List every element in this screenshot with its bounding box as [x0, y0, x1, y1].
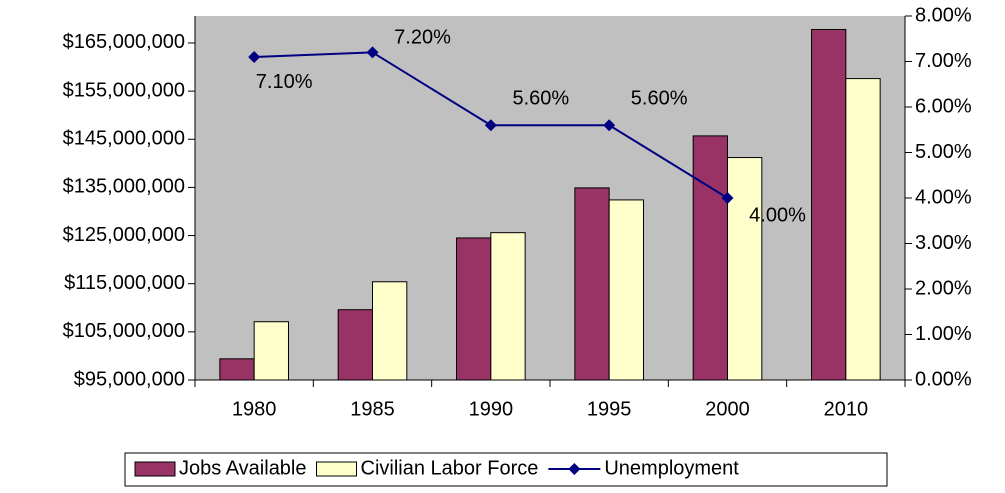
x-tick-label: 2010 [824, 398, 869, 420]
x-tick-label: 1990 [469, 398, 514, 420]
bar [253, 321, 289, 381]
data-label: 5.60% [631, 87, 688, 109]
y2-tick-label: 8.00% [915, 4, 972, 26]
y-tick-label: $155,000,000 [63, 79, 185, 101]
y2-tick-label: 1.00% [915, 323, 972, 345]
legend-box [124, 452, 888, 487]
data-label: 7.10% [256, 71, 313, 93]
legend-marker [568, 463, 581, 475]
marker [484, 119, 497, 132]
data-label: 7.20% [394, 27, 451, 49]
y-tick-label: $165,000,000 [63, 31, 185, 53]
legend-label: Unemployment [604, 457, 739, 479]
marker [248, 50, 261, 63]
legend-swatch [316, 461, 357, 477]
x-tick-label: 1980 [232, 398, 277, 420]
y-tick-label: $145,000,000 [63, 128, 185, 150]
legend-label: Civilian Labor Force [361, 457, 539, 479]
bar [608, 199, 644, 381]
bar [456, 237, 492, 381]
bar [219, 358, 255, 381]
marker [366, 46, 379, 59]
bar [574, 187, 610, 381]
y-tick-label: $115,000,000 [64, 272, 185, 294]
y2-tick-label: 0.00% [915, 368, 972, 390]
y2-tick-label: 6.00% [915, 95, 972, 117]
x-tick-label: 1995 [587, 398, 632, 420]
y2-tick-label: 4.00% [915, 186, 972, 208]
marker [721, 192, 734, 204]
x-tick-label: 2000 [705, 398, 750, 420]
marker [603, 119, 616, 132]
data-label: 4.00% [749, 204, 806, 226]
y2-tick-label: 2.00% [915, 277, 972, 299]
bar [490, 232, 526, 381]
y2-tick-label: 7.00% [915, 50, 972, 72]
bar [727, 157, 763, 381]
x-tick-label: 1985 [350, 398, 395, 420]
bar [692, 135, 729, 381]
data-label: 5.60% [512, 87, 569, 109]
bar [337, 309, 373, 381]
bar [845, 78, 881, 381]
legend-label: Jobs Available [179, 457, 307, 479]
bar [811, 28, 847, 381]
legend-swatch [134, 461, 176, 477]
bar [372, 281, 408, 381]
y-tick-label: $125,000,000 [63, 224, 185, 246]
y2-tick-label: 3.00% [915, 232, 972, 254]
y2-tick-label: 5.00% [915, 141, 972, 163]
y-tick-label: $105,000,000 [63, 320, 185, 342]
y-tick-label: $135,000,000 [63, 176, 185, 198]
y-tick-label: $95,000,000 [74, 368, 185, 390]
plot-area [195, 16, 905, 380]
